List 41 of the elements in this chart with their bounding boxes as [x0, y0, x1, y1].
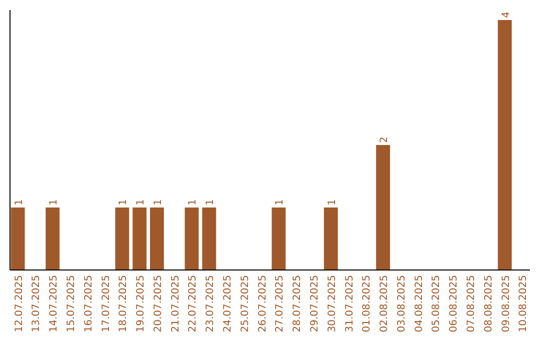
- x-tick-label: 21.07.2025: [170, 275, 182, 332]
- data-label: 1: [188, 199, 199, 206]
- x-tick-label: 06.08.2025: [448, 275, 460, 332]
- data-label: 2: [379, 136, 390, 143]
- x-tick-label: 22.07.2025: [188, 275, 199, 332]
- x-tick-label: 08.08.2025: [483, 275, 494, 332]
- x-tick-label: 30.07.2025: [326, 275, 338, 332]
- x-tick-label: 25.07.2025: [240, 275, 251, 332]
- x-tick-label: 12.07.2025: [14, 275, 25, 332]
- x-tick-label: 04.08.2025: [414, 275, 425, 332]
- x-tick-label: 01.08.2025: [362, 275, 373, 332]
- x-tick-label: 23.07.2025: [205, 275, 216, 332]
- x-tick-label: 16.07.2025: [83, 275, 94, 332]
- x-tick-label: 07.08.2025: [466, 275, 477, 332]
- data-label: 4: [500, 12, 512, 18]
- x-tick-label: 13.07.2025: [31, 275, 42, 332]
- data-label: 1: [274, 199, 286, 206]
- x-tick-label: 18.07.2025: [118, 275, 130, 332]
- x-tick-label: 20.07.2025: [152, 275, 164, 332]
- data-label: 1: [118, 199, 130, 206]
- data-label: 1: [152, 199, 164, 206]
- data-label: 1: [205, 199, 216, 206]
- x-tick-label: 26.07.2025: [257, 275, 268, 332]
- x-tick-label: 31.07.2025: [344, 275, 356, 332]
- x-tick-label: 29.07.2025: [309, 275, 320, 332]
- x-tick-label: 05.08.2025: [431, 275, 442, 332]
- x-tick-label: 28.07.2025: [292, 275, 304, 332]
- x-tick-label: 03.08.2025: [396, 275, 408, 332]
- data-label: 1: [326, 199, 338, 206]
- x-tick-label: 17.07.2025: [100, 275, 112, 332]
- x-tick-label: 10.08.2025: [518, 275, 530, 332]
- data-label: 1: [14, 199, 25, 206]
- x-tick-label: 15.07.2025: [66, 275, 77, 332]
- x-tick-label: 27.07.2025: [274, 275, 286, 332]
- x-tick-label: 19.07.2025: [136, 275, 147, 332]
- data-label: 1: [48, 199, 60, 206]
- x-tick-label: 14.07.2025: [48, 275, 60, 332]
- x-tick-label: 09.08.2025: [500, 275, 512, 332]
- x-tick-label: 02.08.2025: [379, 275, 390, 332]
- x-tick-label: 24.07.2025: [222, 275, 234, 332]
- data-label: 1: [136, 199, 147, 206]
